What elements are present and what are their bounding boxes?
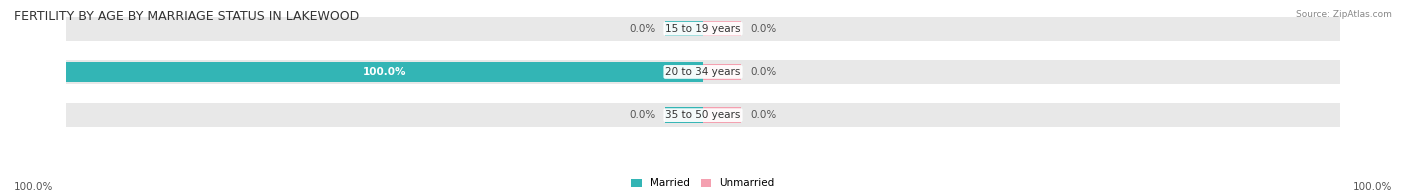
Text: 100.0%: 100.0% (363, 67, 406, 77)
Bar (66, 62, 703, 82)
Text: 35 to 50 years: 35 to 50 years (665, 110, 741, 120)
Bar (703, 21, 741, 36)
Bar (66, 60, 1340, 84)
Text: 20 to 34 years: 20 to 34 years (665, 67, 741, 77)
Text: FERTILITY BY AGE BY MARRIAGE STATUS IN LAKEWOOD: FERTILITY BY AGE BY MARRIAGE STATUS IN L… (14, 10, 360, 23)
Text: 15 to 19 years: 15 to 19 years (665, 24, 741, 34)
Text: 0.0%: 0.0% (628, 24, 655, 34)
Text: 0.0%: 0.0% (751, 67, 778, 77)
Legend: Married, Unmarried: Married, Unmarried (631, 178, 775, 188)
Text: 0.0%: 0.0% (751, 24, 778, 34)
Text: Source: ZipAtlas.com: Source: ZipAtlas.com (1296, 10, 1392, 19)
Text: 100.0%: 100.0% (1353, 182, 1392, 192)
Bar (66, 17, 1340, 41)
Bar (665, 64, 703, 80)
Bar (665, 21, 703, 36)
Bar (665, 107, 703, 123)
Text: 0.0%: 0.0% (628, 110, 655, 120)
Text: 100.0%: 100.0% (14, 182, 53, 192)
Bar (703, 64, 741, 80)
Text: 0.0%: 0.0% (751, 110, 778, 120)
Bar (703, 107, 741, 123)
Bar (66, 103, 1340, 127)
